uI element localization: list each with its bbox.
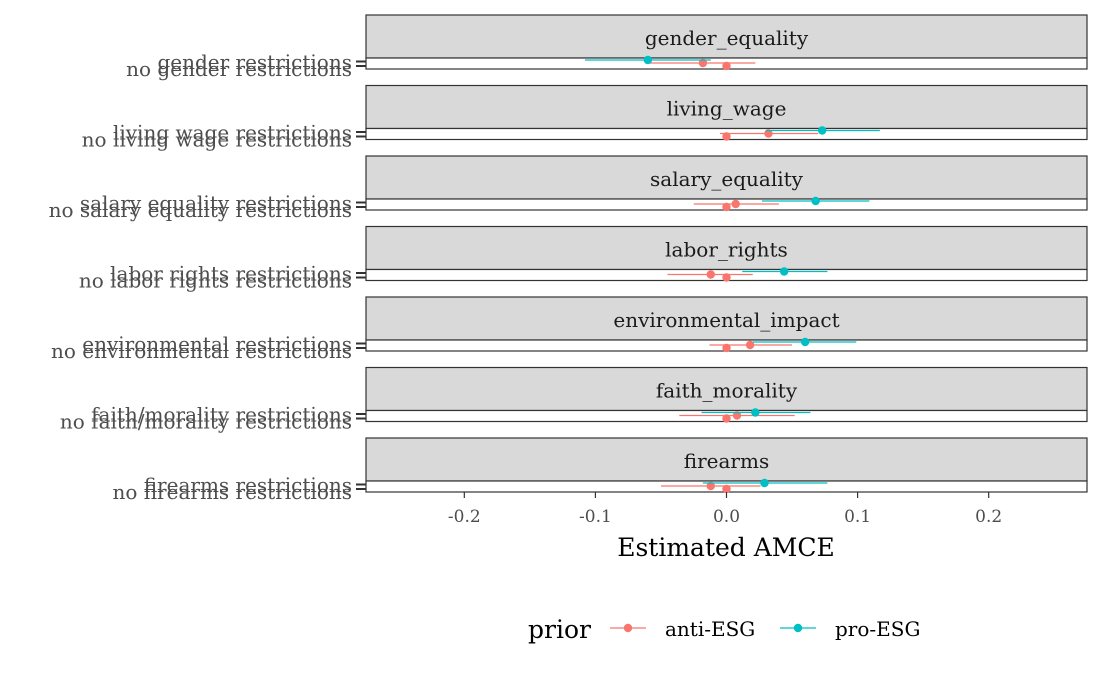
y-tick-label: no faith/morality restrictions (60, 410, 352, 434)
strip-label: environmental_impact (613, 308, 839, 332)
facet-panel-environmental_impact: environmental_impact (365, 296, 1088, 353)
y-tick-label: living wage restrictions (113, 121, 352, 145)
y-tick-label: no labor rights restrictions (79, 269, 352, 293)
strip-label: firearms (684, 449, 769, 473)
strip-background (365, 296, 1088, 341)
facet-panel-labor_rights: labor_rights (365, 225, 1088, 282)
strip-background (365, 437, 1088, 482)
point-anti-ESG (732, 411, 742, 420)
legend-label: anti-ESG (665, 617, 755, 641)
facet-panel-faith_morality: faith_morality (365, 366, 1088, 423)
reference-point (722, 61, 731, 71)
facet-panel-salary_equality: salary_equality (365, 155, 1088, 212)
facet-panel-firearms: firearms (365, 437, 1088, 494)
point-pro-ESG (643, 55, 653, 65)
x-tick-label: -0.1 (579, 507, 612, 527)
point-anti-ESG (745, 340, 755, 350)
reference-point (722, 414, 731, 423)
strip-label: living_wage (667, 97, 787, 121)
x-axis: -0.2 -0.1 0.0 0.1 0.2 (448, 492, 1002, 527)
reference-point (722, 273, 731, 282)
point-anti-ESG (706, 270, 715, 279)
y-tick-label: firearms restrictions (144, 473, 352, 497)
point-anti-ESG (698, 58, 708, 68)
point-pro-ESG (760, 478, 769, 488)
point-anti-ESG (706, 481, 715, 491)
point-anti-ESG (764, 129, 773, 138)
y-tick-label: gender restrictions (157, 50, 352, 74)
point-pro-ESG (811, 196, 820, 206)
strip-background (365, 225, 1088, 271)
legend: prior anti-ESG pro-ESG (528, 615, 920, 644)
strip-label: salary_equality (650, 167, 804, 191)
y-tick-label: no environmental restrictions (51, 339, 352, 363)
strip-label: faith_morality (656, 379, 798, 403)
x-tick-label: -0.2 (448, 507, 481, 527)
x-axis-title: Estimated AMCE (617, 533, 835, 562)
reference-point (722, 132, 731, 141)
x-tick-label: 0.2 (975, 507, 1002, 527)
facet-panel-gender_equality: gender_equality (365, 14, 1088, 71)
point-anti-ESG (731, 199, 740, 209)
point-pro-ESG (800, 337, 810, 347)
strip-label: gender_equality (645, 26, 809, 50)
x-tick-label: 0.1 (844, 507, 871, 527)
point-pro-ESG (751, 408, 760, 417)
strip-background (365, 14, 1088, 59)
y-tick-label: no living wage restrictions (82, 128, 352, 152)
legend-key-point (623, 623, 633, 633)
y-tick-label: environmental restrictions (82, 332, 352, 356)
point-pro-ESG (817, 126, 827, 135)
facet-panel-living_wage: living_wage (365, 84, 1088, 141)
reference-point (722, 484, 731, 494)
strip-background (365, 155, 1088, 200)
y-tick-label: no firearms restrictions (112, 480, 352, 504)
legend-item-anti-ESG: anti-ESG (610, 617, 755, 641)
legend-key-point (793, 623, 803, 633)
reference-point (722, 343, 731, 353)
legend-title: prior (528, 615, 591, 644)
legend-item-pro-ESG: pro-ESG (780, 617, 920, 641)
point-pro-ESG (779, 267, 789, 276)
strip-background (365, 366, 1088, 412)
y-tick-label: labor rights restrictions (110, 262, 352, 286)
y-tick-label: no salary equality restrictions (49, 198, 352, 222)
strip-label: labor_rights (665, 238, 788, 262)
y-tick-label: faith/morality restrictions (91, 403, 352, 427)
y-tick-label: salary equality restrictions (80, 191, 352, 215)
y-tick-label: no gender restrictions (126, 57, 352, 81)
facet-panels: gender_equality living_wage salary_equalit… (365, 14, 1088, 494)
legend-label: pro-ESG (835, 617, 920, 641)
x-tick-label: 0.0 (713, 507, 740, 527)
reference-point (722, 202, 731, 212)
